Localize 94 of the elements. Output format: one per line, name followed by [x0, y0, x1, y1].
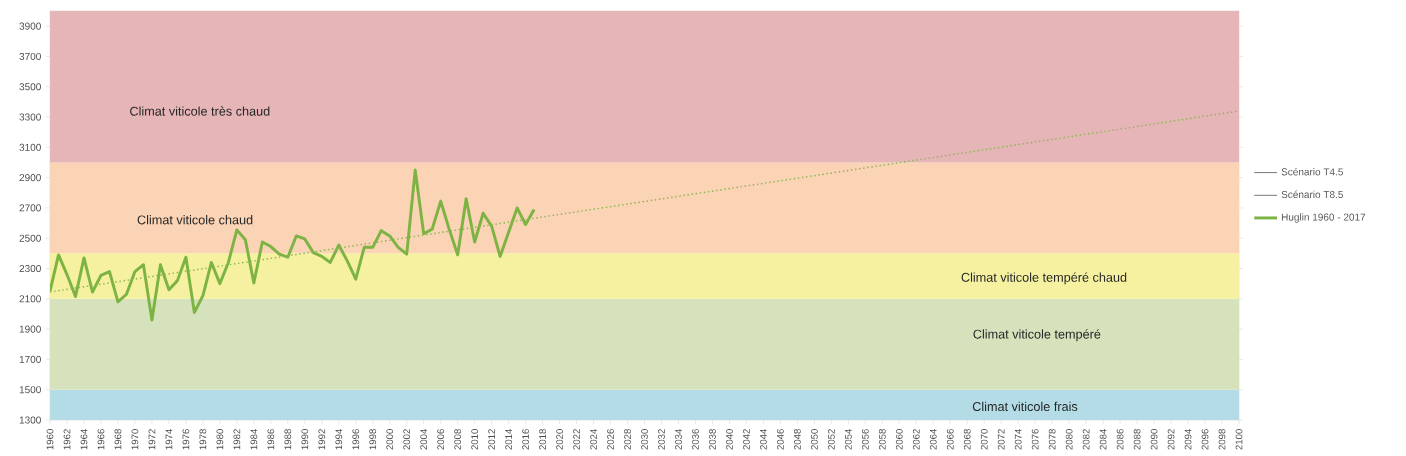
x-tick-label: 1994	[335, 428, 343, 450]
legend-label: Scénario T4.5	[1281, 167, 1343, 176]
y-tick-label: 3900	[19, 22, 41, 30]
x-tick-label: 2042	[743, 429, 750, 450]
x-tick-label: 2050	[810, 429, 818, 450]
x-tick-label: 2096	[1201, 429, 1209, 450]
x-tick-label: 1966	[97, 429, 105, 450]
x-tick-label: 2054	[844, 428, 852, 450]
x-tick-label: 2076	[1031, 429, 1039, 450]
x-tick-label: 2058	[878, 429, 886, 450]
y-tick-label: 3100	[19, 143, 41, 151]
y-tick-label: 3500	[19, 83, 41, 91]
y-tick-label: 2900	[19, 174, 41, 182]
x-tick-label: 1984	[250, 428, 258, 450]
x-tick-label: 2026	[607, 429, 614, 450]
x-tick-label: 1998	[369, 429, 377, 450]
x-tick-label: 1996	[352, 429, 360, 450]
y-tick-label: 3300	[19, 113, 41, 121]
x-tick-label: 1980	[216, 429, 224, 450]
x-tick-label: 2044	[760, 428, 767, 450]
x-tick-label: 2000	[386, 429, 394, 450]
x-tick-label: 2016	[522, 429, 529, 450]
x-tick-label: 1982	[233, 429, 241, 450]
x-tick-label: 2074	[1014, 428, 1022, 450]
y-tick-label: 2100	[19, 295, 41, 303]
x-tick-label: 2068	[963, 429, 971, 450]
x-tick-label: 2064	[929, 428, 937, 450]
x-tick-label: 2022	[573, 429, 580, 450]
y-tick-label: 1700	[19, 355, 41, 363]
x-tick-label: 2036	[692, 429, 699, 450]
x-tick-label: 2018	[539, 429, 546, 450]
x-tick-label: 1970	[131, 429, 139, 450]
band-label: Climat viticole tempéré chaud	[961, 272, 1127, 285]
x-tick-label: 1960	[46, 429, 54, 450]
band-label: Climat viticole chaud	[137, 215, 253, 225]
legend-label: Huglin 1960 - 2017	[1281, 213, 1366, 223]
x-tick-label: 1978	[199, 429, 207, 450]
y-tick-label: 2300	[19, 264, 41, 273]
x-tick-label: 2060	[895, 429, 903, 450]
x-tick-label: 2092	[1167, 429, 1175, 450]
x-tick-label: 2014	[505, 428, 513, 450]
y-tick-label: 1500	[19, 386, 41, 394]
x-tick-label: 2052	[827, 429, 835, 450]
x-tick-label: 2008	[454, 429, 462, 450]
x-tick-label: 2004	[420, 428, 428, 450]
x-tick-label: 2020	[556, 429, 563, 450]
x-tick-label: 1974	[165, 428, 173, 450]
x-tick-label: 1972	[148, 429, 156, 450]
x-tick-label: 2024	[590, 428, 597, 450]
x-tick-label: 2032	[658, 429, 665, 450]
x-tick-label: 2066	[946, 429, 954, 450]
x-tick-label: 2002	[403, 429, 411, 450]
band-label: Climat viticole tempéré	[973, 329, 1101, 342]
x-tick-label: 2098	[1218, 429, 1226, 450]
x-tick-label: 2094	[1184, 428, 1192, 450]
x-tick-label: 1990	[301, 429, 309, 450]
x-tick-label: 2048	[793, 429, 801, 450]
x-tick-label: 2030	[641, 429, 648, 450]
x-tick-label: 1992	[318, 429, 326, 450]
x-tick-label: 2100	[1235, 429, 1243, 450]
y-tick-label: 2700	[19, 204, 41, 212]
x-tick-label: 2084	[1099, 428, 1107, 450]
x-tick-label: 2070	[980, 429, 988, 450]
x-tick-label: 1976	[182, 429, 190, 450]
x-tick-label: 2038	[709, 429, 716, 450]
x-tick-label: 1964	[80, 428, 88, 450]
legend-label: Scénario T8.5	[1281, 190, 1343, 199]
y-tick-label: 2500	[19, 234, 41, 242]
y-tick-label: 3700	[19, 52, 41, 60]
y-tick-label: 1300	[19, 416, 41, 424]
x-tick-label: 2062	[912, 429, 920, 450]
x-tick-label: 2046	[777, 429, 784, 450]
x-tick-label: 2082	[1082, 429, 1090, 450]
x-tick-label: 2072	[997, 429, 1005, 450]
x-tick-label: 2080	[1065, 429, 1073, 450]
x-tick-label: 2088	[1133, 429, 1141, 450]
x-tick-label: 1968	[114, 429, 122, 450]
x-tick-label: 1962	[63, 429, 71, 450]
x-tick-label: 2090	[1150, 429, 1158, 450]
x-tick-label: 2006	[437, 429, 445, 450]
x-tick-label: 2028	[624, 429, 631, 450]
x-tick-label: 1986	[267, 429, 275, 450]
band-label: Climat viticole frais	[972, 401, 1078, 412]
y-tick-label: 1900	[19, 325, 41, 333]
x-tick-label: 2056	[861, 429, 869, 450]
x-tick-label: 2040	[726, 429, 733, 450]
x-tick-label: 2086	[1116, 429, 1124, 450]
x-tick-label: 2012	[488, 429, 496, 450]
x-tick-label: 2010	[471, 429, 479, 450]
line-series	[50, 168, 536, 322]
x-tick-label: 1988	[284, 429, 292, 450]
x-tick-label: 2034	[675, 428, 682, 450]
x-tick-label: 2078	[1048, 429, 1056, 450]
band-label: Climat viticole très chaud	[130, 106, 270, 116]
